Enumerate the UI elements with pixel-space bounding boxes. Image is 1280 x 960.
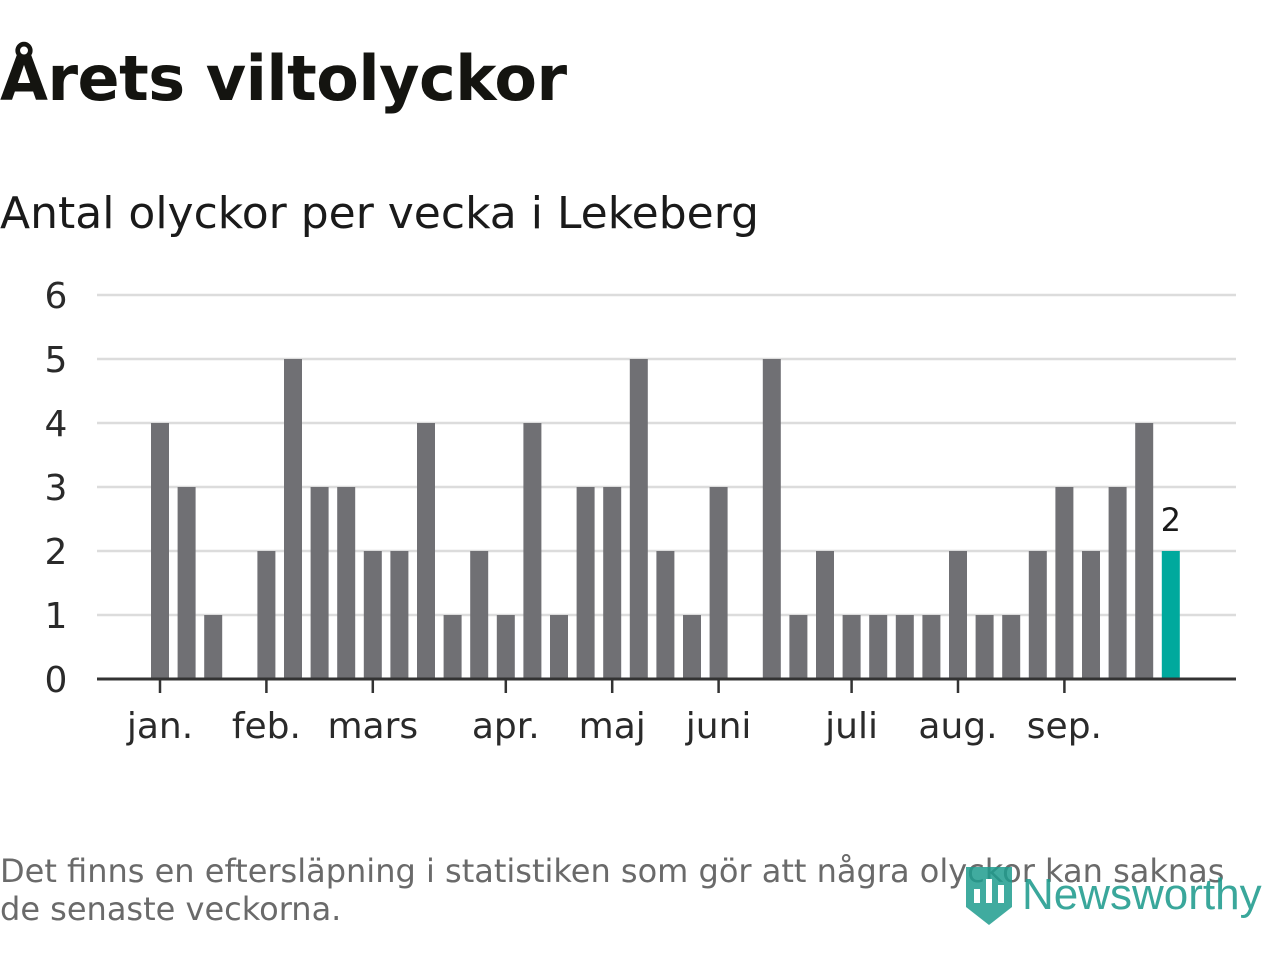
bar — [922, 615, 941, 679]
bar — [204, 615, 223, 679]
y-tick-label: 3 — [45, 468, 68, 509]
bar — [842, 615, 861, 679]
x-tick-label: feb. — [232, 706, 301, 747]
brand-name: Newsworthy — [1022, 870, 1262, 919]
newsworthy-brand[interactable]: Newsworthy — [964, 860, 1262, 930]
bar — [603, 487, 622, 679]
x-tick-label: juli — [824, 706, 878, 747]
bar — [789, 615, 808, 679]
y-tick-label: 4 — [45, 404, 68, 445]
y-tick-label: 0 — [45, 660, 68, 701]
bar — [816, 551, 834, 679]
bar — [177, 487, 196, 679]
bar — [363, 551, 382, 679]
bar — [390, 551, 409, 679]
bar — [1135, 423, 1154, 679]
bar — [496, 615, 515, 679]
data-label-highlight: 2 — [1161, 501, 1181, 539]
bars — [151, 359, 1180, 679]
x-tick-label: juni — [685, 706, 752, 747]
y-tick-label: 5 — [45, 340, 68, 381]
bar — [1055, 487, 1074, 679]
x-axis: jan. feb. mars apr. maj juni juli aug. sep. — [97, 677, 1236, 747]
bar — [257, 551, 276, 679]
y-tick-label: 2 — [45, 532, 68, 573]
data-labels: 2 — [1161, 501, 1181, 539]
footnote: Det finns en eftersläpning i statistiken… — [0, 852, 1225, 928]
bar — [1002, 615, 1021, 679]
bar — [310, 487, 329, 679]
bar — [523, 423, 542, 679]
x-tick-label: jan. — [126, 706, 193, 747]
bar — [949, 551, 967, 679]
bar — [1108, 487, 1127, 679]
x-tick-label: apr. — [472, 706, 540, 747]
bar — [470, 551, 489, 679]
newsworthy-logo-icon — [966, 867, 1012, 925]
bar — [709, 487, 728, 679]
bar-highlight — [1161, 551, 1180, 679]
bar — [656, 551, 675, 679]
bar — [337, 487, 356, 679]
y-axis-ticks: 0 1 2 3 4 5 6 — [45, 276, 68, 701]
bar — [762, 359, 781, 679]
bar-chart: 0 1 2 3 4 5 6 jan. feb. mars apr. maj juni juli aug. s… — [45, 276, 1236, 747]
x-tick-label: maj — [579, 706, 646, 747]
bar — [683, 615, 701, 679]
bar — [550, 615, 568, 679]
y-tick-label: 1 — [45, 596, 68, 637]
bar — [417, 423, 435, 679]
bar — [576, 487, 595, 679]
chart-subtitle: Antal olyckor per vecka i Lekeberg — [0, 188, 759, 239]
bar — [895, 615, 914, 679]
bar — [151, 423, 169, 679]
x-tick-label: aug. — [918, 706, 997, 747]
x-tick-label: mars — [327, 706, 418, 747]
bar — [1082, 551, 1100, 679]
bar — [629, 359, 648, 679]
y-tick-label: 6 — [45, 276, 68, 317]
bar — [443, 615, 462, 679]
bar — [284, 359, 302, 679]
x-tick-label: sep. — [1027, 706, 1102, 747]
chart-title: Årets viltolyckor — [0, 42, 567, 115]
bar — [869, 615, 888, 679]
bar — [975, 615, 994, 679]
bar — [1028, 551, 1047, 679]
